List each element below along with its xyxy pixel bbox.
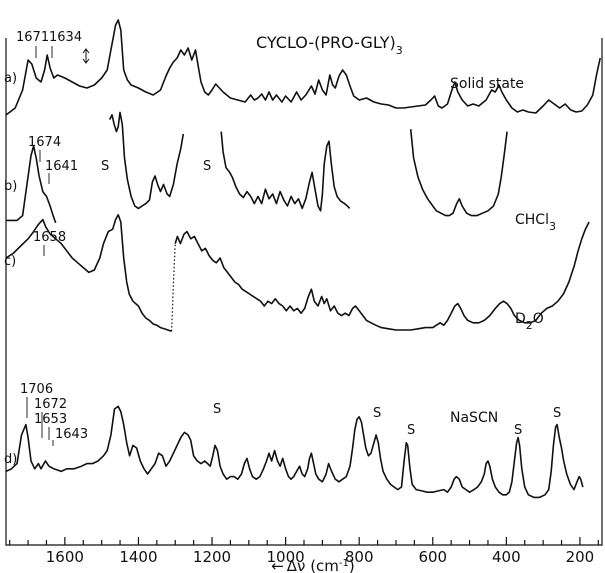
x-tick-label: 600 xyxy=(418,548,447,566)
x-axis: 1600 1400 1200 1000 800 600 400 200 ← Δν (cm-1) xyxy=(5,38,603,573)
x-tick-label: 1400 xyxy=(119,548,157,566)
x-axis-frame xyxy=(5,38,603,546)
solvent-marker-b2: S xyxy=(203,159,211,174)
spectra-traces xyxy=(5,19,601,499)
trace-label-b: b) xyxy=(4,179,17,194)
peak-label-1643: 1643 xyxy=(55,427,88,442)
solvent-marker-d1: S xyxy=(213,402,221,417)
solvent-marker-d5: S xyxy=(553,406,561,421)
peak-label-1641: 1641 xyxy=(45,159,78,174)
solvent-marker-d4: S xyxy=(514,423,522,438)
label-solid-state: Solid state xyxy=(450,76,524,92)
x-tick-label: 1000 xyxy=(267,548,305,566)
trace-segment xyxy=(409,129,508,217)
trace-label-d: d) xyxy=(4,452,17,467)
x-tick-label: 800 xyxy=(345,548,374,566)
x-tick-label: 400 xyxy=(492,548,521,566)
peak-label-1674: 1674 xyxy=(28,135,61,150)
peak-label-1634: 1634 xyxy=(49,30,82,45)
label-chcl3: CHCl3 xyxy=(515,212,556,233)
peak-label-1671: 1671 xyxy=(16,30,49,45)
trace-label-a: a) xyxy=(4,71,17,86)
trace-label-c: c) xyxy=(4,254,16,269)
peak-label-1658: 1658 xyxy=(33,230,66,245)
peak-label-1653: 1653 xyxy=(34,412,67,427)
x-tick-label: 200 xyxy=(566,548,595,566)
x-tick-label: 1600 xyxy=(46,548,84,566)
trace-segment xyxy=(108,111,185,210)
label-d2o: D2O xyxy=(515,311,544,332)
trace-c xyxy=(5,214,590,332)
trace-segment xyxy=(220,131,351,212)
label-nascn: NaSCN xyxy=(450,410,498,426)
solvent-marker-b1: S xyxy=(101,159,109,174)
double-arrow-icon xyxy=(82,48,90,64)
trace-segment xyxy=(5,405,584,499)
x-axis-title: ← Δν (cm-1) xyxy=(271,557,355,573)
x-axis-ticks: 1600 1400 1200 1000 800 600 400 200 xyxy=(9,537,599,566)
trace-segment xyxy=(5,214,172,332)
dotted-segment xyxy=(171,243,176,332)
trace-b xyxy=(6,111,508,224)
trace-d xyxy=(5,405,584,499)
solvent-marker-d3: S xyxy=(407,423,415,438)
peak-label-1672: 1672 xyxy=(34,397,67,412)
peak-label-1706: 1706 xyxy=(20,382,53,397)
trace-a xyxy=(5,19,601,116)
trace-segment xyxy=(5,19,601,116)
trace-segment xyxy=(174,221,590,331)
x-tick-label: 1200 xyxy=(193,548,231,566)
solvent-marker-d2: S xyxy=(373,406,381,421)
annotations: CYCLO-(PRO-GLY)3 Solid state CHCl3 D2O N… xyxy=(4,30,561,467)
chart-title: CYCLO-(PRO-GLY)3 xyxy=(256,33,403,57)
trace-segment xyxy=(6,145,57,224)
